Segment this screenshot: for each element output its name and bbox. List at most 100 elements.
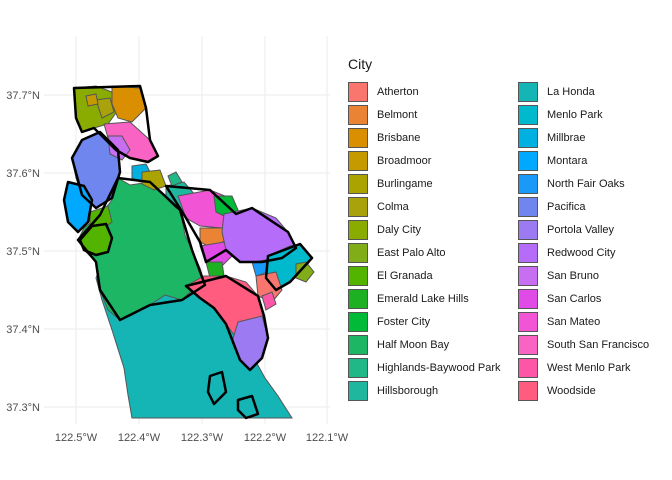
legend-swatch [518, 220, 538, 240]
border-montara [62, 180, 94, 234]
legend-label: San Bruno [547, 270, 599, 282]
legend: City Atherton Belmont Brisbane Broadmoor Bur… [348, 56, 668, 416]
legend-swatch [518, 335, 538, 355]
legend-label: South San Francisco [547, 339, 650, 351]
legend-item: Portola Valley [518, 220, 614, 240]
legend-swatch [518, 381, 538, 401]
legend-swatch [348, 289, 368, 309]
legend-swatch [518, 243, 538, 263]
legend-item: La Honda [518, 82, 595, 102]
legend-label: North Fair Oaks [547, 178, 625, 190]
legend-item: Brisbane [348, 128, 420, 148]
border-islands-2 [236, 394, 260, 420]
legend-swatch [518, 82, 538, 102]
region-highlands-baywood [167, 171, 183, 187]
legend-label: Broadmoor [377, 155, 432, 167]
legend-label: West Menlo Park [547, 362, 631, 374]
legend-label: La Honda [547, 86, 595, 98]
legend-item: Hillsborough [348, 381, 438, 401]
legend-item: Menlo Park [518, 105, 603, 125]
legend-label: Highlands-Baywood Park [377, 362, 501, 374]
legend-item: Highlands-Baywood Park [348, 358, 501, 378]
legend-item: Foster City [348, 312, 430, 332]
legend-swatch [518, 128, 538, 148]
legend-item: Montara [518, 151, 587, 171]
legend-label: Atherton [377, 86, 419, 98]
legend-label: Millbrae [547, 132, 586, 144]
legend-swatch [518, 105, 538, 125]
legend-label: Woodside [547, 385, 596, 397]
legend-item: East Palo Alto [348, 243, 446, 263]
legend-item: Millbrae [518, 128, 586, 148]
legend-label: Half Moon Bay [377, 339, 450, 351]
legend-label: Pacifica [547, 201, 586, 213]
legend-item: Belmont [348, 105, 417, 125]
legend-label: Montara [547, 155, 588, 167]
legend-item: Redwood City [518, 243, 615, 263]
border-pacifica [70, 130, 122, 210]
legend-swatch [348, 312, 368, 332]
border-islands-1 [206, 370, 228, 406]
region-west-menlo-park [261, 291, 277, 311]
legend-item: South San Francisco [518, 335, 649, 355]
legend-swatch [518, 151, 538, 171]
legend-swatch [348, 197, 368, 217]
legend-swatch [518, 174, 538, 194]
legend-swatch [348, 105, 368, 125]
legend-swatch [518, 289, 538, 309]
legend-item: Woodside [518, 381, 596, 401]
legend-label: Hillsborough [377, 385, 439, 397]
legend-item: North Fair Oaks [518, 174, 625, 194]
border-south [184, 274, 270, 372]
legend-item: Burlingame [348, 174, 433, 194]
legend-swatch [348, 220, 368, 240]
legend-item: Broadmoor [348, 151, 431, 171]
legend-swatch [518, 358, 538, 378]
legend-swatch [348, 358, 368, 378]
legend-item: Emerald Lake Hills [348, 289, 469, 309]
legend-item: Atherton [348, 82, 419, 102]
x-tick-label: 122.4°W [118, 432, 161, 444]
x-tick-label: 122.1°W [306, 432, 349, 444]
legend-label: East Palo Alto [377, 247, 446, 259]
legend-item: Colma [348, 197, 409, 217]
x-tick-label: 122.2°W [244, 432, 287, 444]
legend-item: Half Moon Bay [348, 335, 449, 355]
legend-label: Foster City [377, 316, 431, 328]
legend-item: Daly City [348, 220, 421, 240]
legend-item: Pacifica [518, 197, 586, 217]
y-tick-label: 37.3°N [6, 402, 40, 414]
legend-swatch [348, 266, 368, 286]
y-tick-label: 37.7°N [6, 90, 40, 102]
y-tick-label: 37.6°N [6, 168, 40, 180]
legend-label: San Mateo [547, 316, 601, 328]
legend-label: Redwood City [547, 247, 616, 259]
legend-swatch [348, 128, 368, 148]
legend-swatch [348, 335, 368, 355]
legend-label: Burlingame [377, 178, 433, 190]
x-tick-label: 122.5°W [55, 432, 98, 444]
border-peninsula-east [164, 184, 298, 264]
x-tick-label: 122.3°W [181, 432, 224, 444]
city-borders [62, 84, 314, 420]
legend-label: Colma [377, 201, 409, 213]
border-north [72, 84, 160, 164]
legend-item: San Bruno [518, 266, 599, 286]
legend-swatch [348, 381, 368, 401]
legend-label: El Granada [377, 270, 433, 282]
legend-swatch [518, 266, 538, 286]
legend-swatch [518, 197, 538, 217]
legend-swatch [518, 312, 538, 332]
legend-item: El Granada [348, 266, 433, 286]
legend-title: City [348, 56, 373, 72]
legend-item: West Menlo Park [518, 358, 631, 378]
legend-swatch [348, 174, 368, 194]
legend-label: Daly City [377, 224, 422, 236]
legend-item: San Mateo [518, 312, 600, 332]
region-atherton [255, 271, 283, 303]
legend-swatch [348, 82, 368, 102]
y-tick-label: 37.5°N [6, 246, 40, 258]
border-menlo [264, 242, 314, 292]
legend-label: Emerald Lake Hills [377, 293, 469, 305]
legend-label: Menlo Park [547, 109, 603, 121]
